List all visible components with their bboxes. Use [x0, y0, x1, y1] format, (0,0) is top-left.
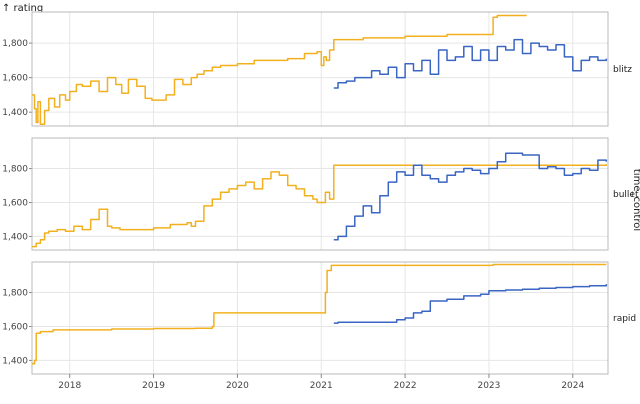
series-line-blitz-1 — [333, 38, 608, 89]
facets-layer: 1,400 1,600 1,800 blitz 1,400 1,600 1,800 bulle… — [2, 11, 639, 375]
y-tick-label: 1,800 — [2, 165, 28, 175]
x-tick-label: 2024 — [561, 381, 584, 391]
panel-background — [32, 12, 608, 126]
x-axis: 2018 2019 2020 2021 2022 2023 2024 — [58, 374, 585, 391]
y-tick-label: 1,400 — [2, 108, 28, 118]
facet-panel-bullet: 1,400 1,600 1,800 bullet — [2, 137, 639, 251]
x-tick-label: 2023 — [477, 381, 500, 391]
facet-axis-title: time_control — [631, 169, 640, 231]
facet-label-bullet: bullet — [613, 190, 639, 200]
y-tick-label: 1,600 — [2, 74, 28, 84]
panel-border — [31, 11, 609, 127]
series-line-bullet-0 — [32, 164, 608, 248]
y-axis-title: ↑ rating — [2, 3, 43, 14]
x-tick-label: 2018 — [58, 381, 81, 391]
series-line-rapid-1 — [333, 284, 608, 324]
facet-label-blitz: blitz — [613, 65, 632, 75]
panel-border — [31, 137, 609, 251]
y-tick-label: 1,800 — [2, 289, 28, 299]
series-line-bullet-1 — [333, 152, 608, 241]
y-tick-label: 1,800 — [2, 39, 28, 49]
facet-panel-rapid: 1,400 1,600 1,800 rapid — [2, 261, 636, 375]
facet-panel-blitz: 1,400 1,600 1,800 blitz — [2, 11, 632, 127]
y-tick-label: 1,600 — [2, 322, 28, 332]
panel-border — [31, 261, 609, 375]
x-tick-label: 2021 — [310, 381, 333, 391]
panel-background — [32, 262, 608, 374]
x-tick-label: 2022 — [394, 381, 417, 391]
facet-label-rapid: rapid — [613, 314, 636, 324]
x-tick-label: 2020 — [226, 381, 249, 391]
panel-background — [32, 138, 608, 250]
series-line-rapid-0 — [32, 263, 607, 365]
y-tick-label: 1,600 — [2, 198, 28, 208]
x-tick-label: 2019 — [142, 381, 165, 391]
series-line-blitz-0 — [32, 14, 527, 126]
y-tick-label: 1,400 — [2, 356, 28, 366]
y-tick-label: 1,400 — [2, 232, 28, 242]
